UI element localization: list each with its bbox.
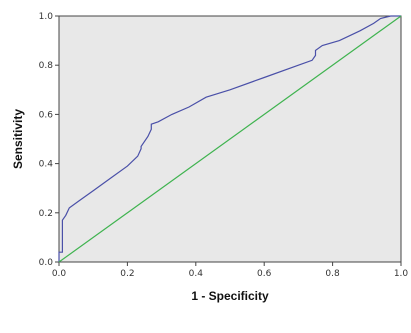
y-tick-label: 0.6 xyxy=(39,110,54,120)
y-tick-label: 0.4 xyxy=(39,160,54,170)
y-tick-label: 0.0 xyxy=(39,258,54,268)
x-axis-title: 1 - Specificity xyxy=(191,289,269,303)
x-tick-label: 0.2 xyxy=(120,269,134,279)
x-tick-label: 0.4 xyxy=(189,269,204,279)
reference-diagonal-line xyxy=(58,15,402,263)
x-tick-label: 1.0 xyxy=(394,269,409,279)
roc-curve-line xyxy=(58,15,401,262)
y-axis-title: Sensitivity xyxy=(11,109,25,169)
y-tick-label: 1.0 xyxy=(39,12,54,22)
x-tick-label: 0.8 xyxy=(325,269,340,279)
chart-series xyxy=(58,15,402,263)
x-tick-label: 0.0 xyxy=(52,269,67,279)
y-tick-label: 0.2 xyxy=(39,209,53,219)
x-tick-label: 0.6 xyxy=(257,269,272,279)
y-tick-label: 0.8 xyxy=(39,61,54,71)
axis-ticks: 0.0 0.2 0.4 0.6 0.8 1.0 0.0 0.2 0.4 0.6 0.8 1.0 xyxy=(39,12,409,279)
